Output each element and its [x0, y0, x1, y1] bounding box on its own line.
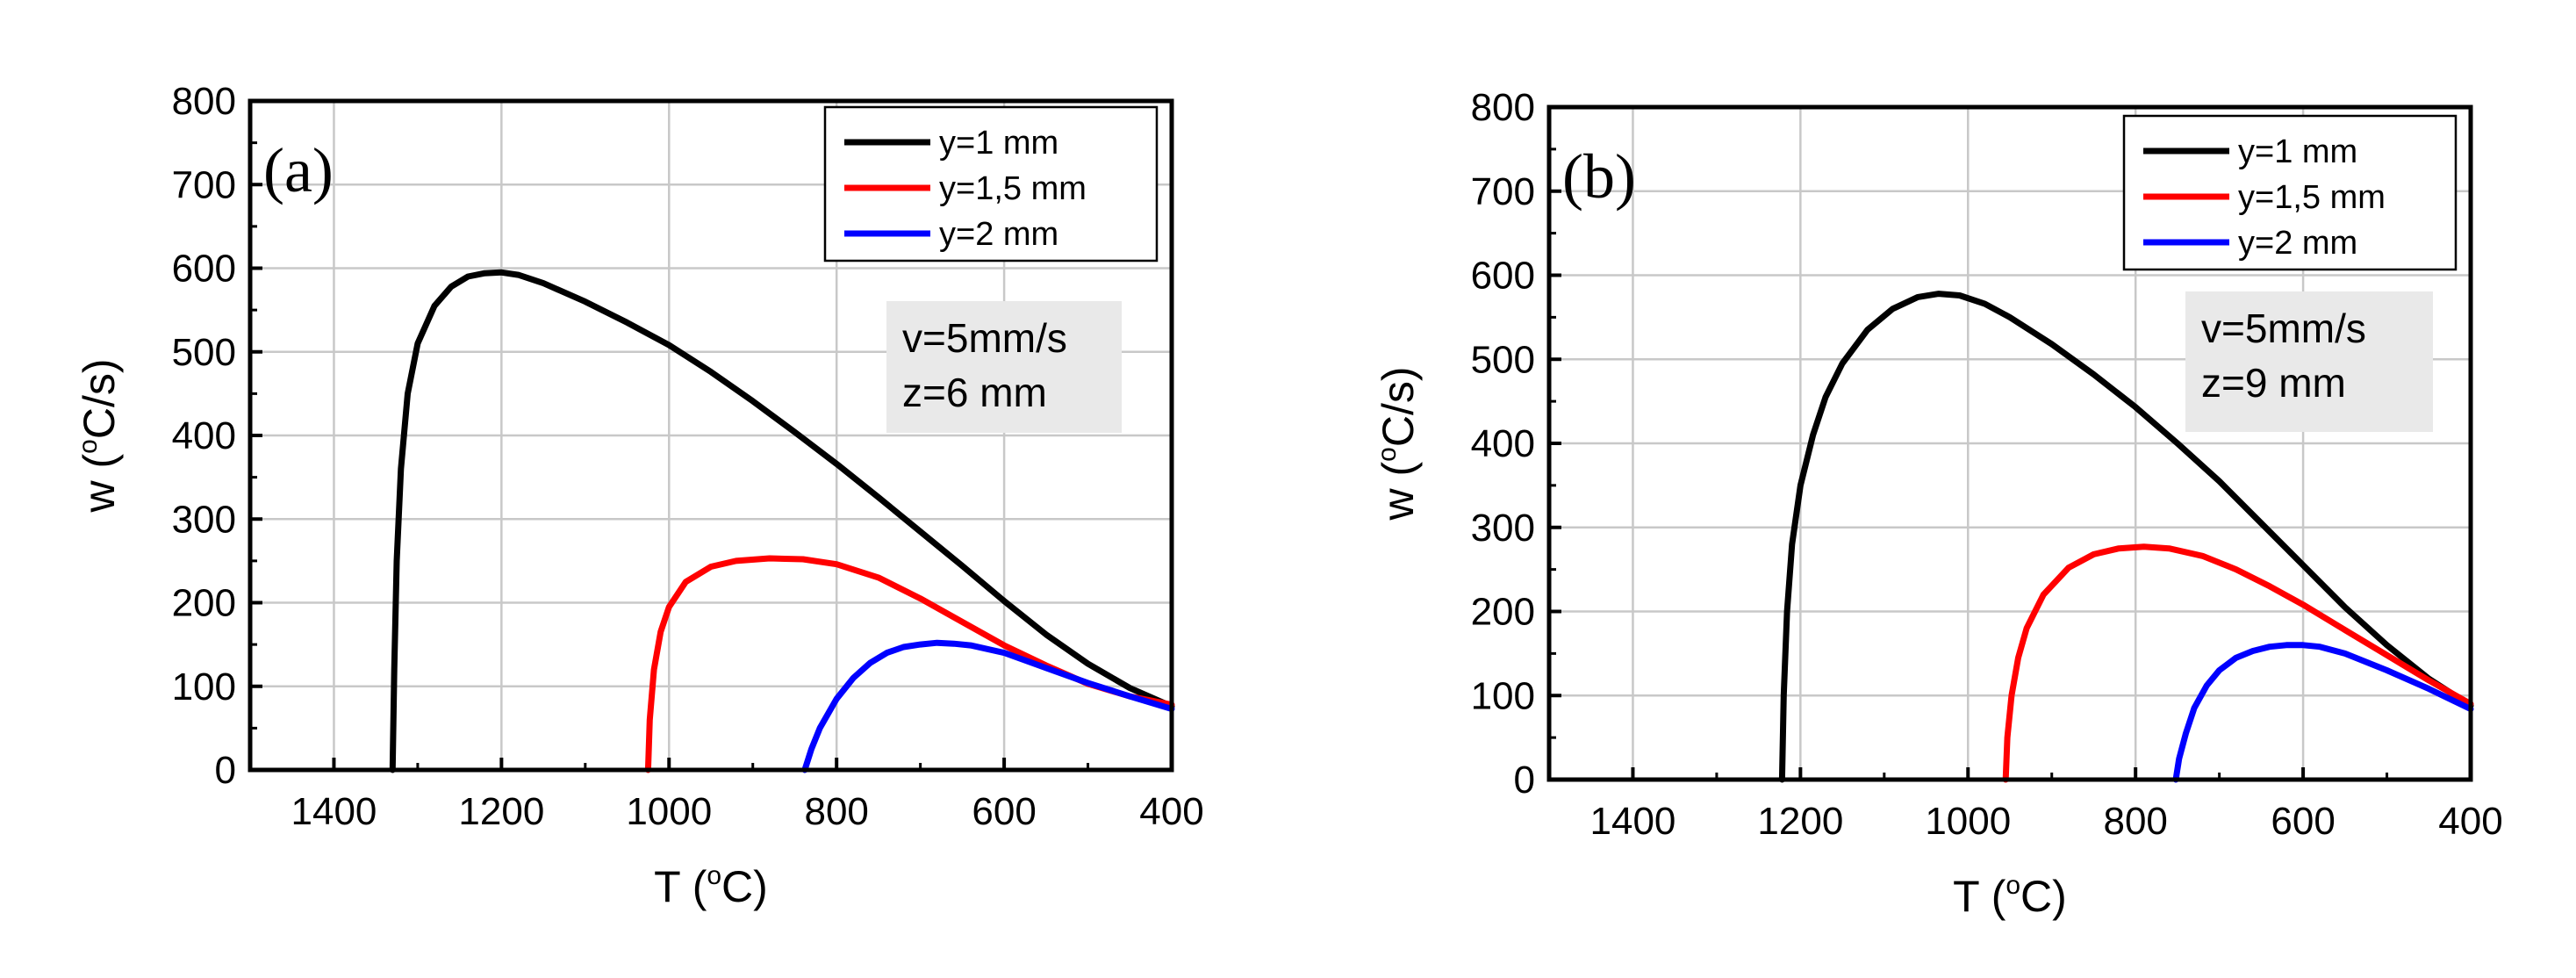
- x-tick-label: 400: [1139, 790, 1203, 833]
- series-line-1: [389, 269, 1175, 773]
- annotation-velocity-a: v=5mm/s: [902, 315, 1067, 361]
- x-tick-label: 400: [2438, 800, 2502, 843]
- x-tick-label: 600: [2271, 800, 2335, 843]
- y-tick-label: 800: [172, 80, 236, 123]
- x-tick-label: 800: [804, 790, 868, 833]
- y-tick-label: 600: [1471, 255, 1535, 298]
- annotation-depth-a: z=6 mm: [902, 370, 1047, 415]
- x-tick-label: 800: [2103, 800, 2167, 843]
- x-tick-label: 1400: [291, 790, 377, 833]
- series-b: [1778, 291, 2474, 783]
- ticks-a: [248, 99, 1173, 772]
- annotation-box-b: v=5mm/s z=9 mm: [2185, 291, 2433, 432]
- y-tick-label: 700: [172, 163, 236, 206]
- y-tick-label: 600: [172, 248, 236, 291]
- legend-entry-y2: y=2 mm: [2238, 225, 2357, 262]
- x-tick-label: 1000: [1925, 800, 2011, 843]
- y-tick-label: 200: [172, 582, 236, 625]
- annotation-box-a: v=5mm/s z=6 mm: [886, 301, 1122, 433]
- y-axis-label-a: w (oC/s): [74, 359, 124, 514]
- y-tick-labels-b: 0 100 200 300 400 500 600 700 800: [1471, 86, 1535, 802]
- ticks-b: [1547, 105, 2472, 781]
- y-tick-label: 200: [1471, 591, 1535, 634]
- series-line-2: [2002, 543, 2474, 783]
- y-tick-label: 300: [1471, 507, 1535, 550]
- series-line-3: [801, 639, 1175, 773]
- annotation-depth-b: z=9 mm: [2201, 360, 2346, 406]
- legend-entry-y1-5: y=1,5 mm: [939, 170, 1087, 207]
- legend-entry-y1-5: y=1,5 mm: [2238, 179, 2386, 216]
- panel-label-b: (b): [1562, 141, 1636, 212]
- x-axis-label-b: T (oC): [1953, 871, 2067, 921]
- y-tick-label: 100: [1471, 674, 1535, 717]
- chart-panel-b: 1400 1200 1000 800 600 400 0 100 200 300 400 500 60…: [1373, 86, 2503, 921]
- x-tick-label: 1200: [1757, 800, 1843, 843]
- y-tick-label: 0: [1514, 759, 1535, 802]
- x-tick-label: 600: [972, 790, 1036, 833]
- y-tick-label: 100: [172, 665, 236, 708]
- series-line-3: [2172, 642, 2474, 783]
- legend-entry-y2: y=2 mm: [939, 216, 1058, 253]
- x-tick-label: 1000: [626, 790, 712, 833]
- annotation-velocity-b: v=5mm/s: [2201, 306, 2366, 351]
- legend-entry-y1: y=1 mm: [2238, 133, 2357, 170]
- x-tick-label: 1400: [1590, 800, 1676, 843]
- annotation-background-a: [886, 301, 1122, 433]
- legend-b: y=1 mm y=1,5 mm y=2 mm: [2122, 114, 2458, 271]
- legend-entry-y1: y=1 mm: [939, 125, 1058, 162]
- y-tick-labels-a: 0 100 200 300 400 500 600 700 800: [172, 80, 236, 792]
- y-axis-label-b: w (oC/s): [1373, 367, 1423, 521]
- y-tick-label: 400: [172, 414, 236, 457]
- y-tick-label: 500: [172, 331, 236, 374]
- x-tick-labels-a: 1400 1200 1000 800 600 400: [291, 790, 1204, 833]
- y-tick-label: 500: [1471, 338, 1535, 381]
- x-tick-labels-b: 1400 1200 1000 800 600 400: [1590, 800, 2503, 843]
- y-tick-label: 400: [1471, 422, 1535, 465]
- panel-label-a: (a): [263, 135, 334, 205]
- y-tick-label: 800: [1471, 86, 1535, 129]
- x-axis-label-a: T (oC): [654, 861, 768, 911]
- x-tick-label: 1200: [458, 790, 544, 833]
- chart-panel-a: 1400 1200 1000 800 600 400 0 100 200 300 400 500 60…: [74, 80, 1204, 911]
- legend-a: y=1 mm y=1,5 mm y=2 mm: [823, 105, 1159, 262]
- y-tick-label: 300: [172, 498, 236, 541]
- series-line-1: [1778, 291, 2474, 783]
- annotation-background-b: [2185, 291, 2433, 432]
- series-a: [389, 269, 1175, 773]
- y-tick-label: 0: [215, 749, 236, 792]
- y-tick-label: 700: [1471, 170, 1535, 213]
